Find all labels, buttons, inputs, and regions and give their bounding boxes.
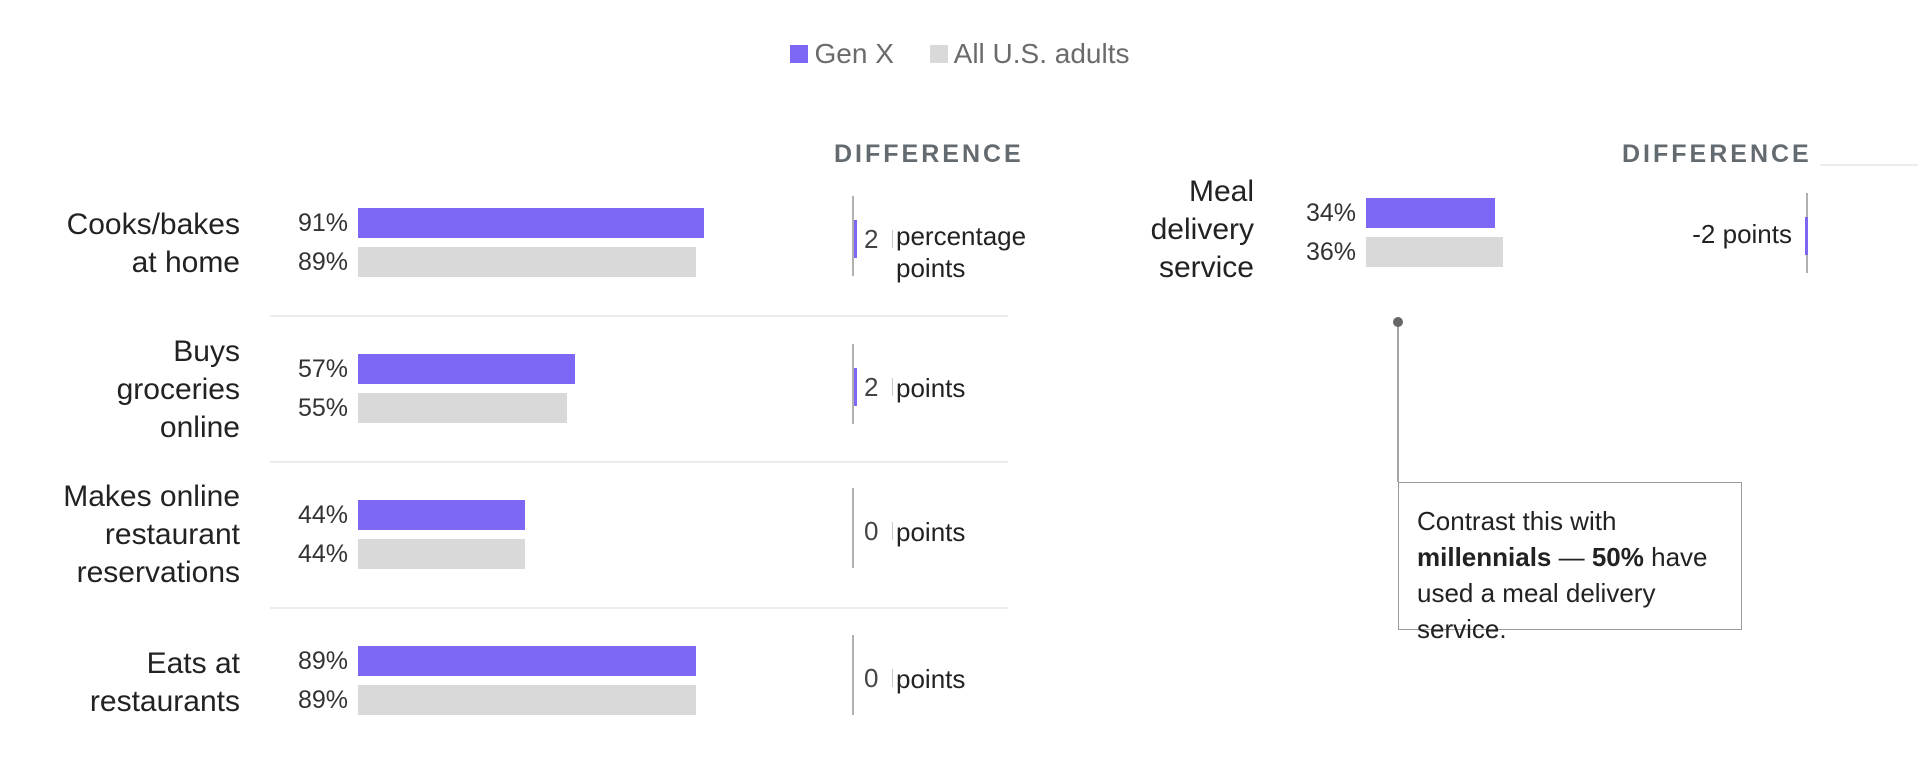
category-label: Eats at restaurants (0, 645, 240, 721)
bar-all-adults (358, 539, 526, 569)
difference-tick (892, 522, 893, 540)
difference-bar (1805, 217, 1808, 255)
annotation-bold-millennials: millennials (1417, 542, 1552, 572)
difference-unit: points (896, 517, 966, 547)
category-label-line: groceries (116, 373, 240, 406)
value-label: 34% (1305, 199, 1356, 227)
category-label: Buys groceries online (0, 333, 240, 447)
category-label-line: Buys (173, 335, 240, 368)
category-label-line: restaurant (104, 518, 240, 551)
row-separator (270, 607, 1008, 609)
difference-axis (852, 344, 854, 424)
bar-gen-x (358, 646, 697, 676)
annotation-callout: Contrast this with millennials — 50% hav… (1398, 482, 1742, 644)
annotation-bold-percent: 50% (1591, 542, 1644, 572)
difference-axis (852, 635, 854, 715)
header-rule-right (1820, 164, 1918, 166)
annotation-text-3: have used a meal delivery service. (1417, 542, 1708, 644)
category-label-line: Makes online (63, 480, 240, 513)
value-label: 36% (1305, 238, 1356, 266)
legend-swatch-all-adults (929, 45, 948, 63)
bar-all-adults (358, 247, 697, 277)
category-label-line: at home (131, 246, 240, 279)
value-label: 57% (297, 355, 348, 383)
difference-label: -2 points (1692, 219, 1792, 249)
legend: Gen X All U.S. adults (0, 38, 1920, 70)
category-label-line: delivery (1150, 213, 1254, 246)
difference-tick (892, 669, 893, 687)
category-label-line: reservations (76, 556, 240, 589)
category-label-line: restaurants (89, 685, 240, 718)
category-label-line: Meal (1188, 175, 1254, 208)
category-label-line: Cooks/bakes (66, 208, 240, 241)
difference-bar (854, 368, 857, 406)
category-label: Cooks/bakes at home (0, 206, 240, 282)
difference-axis (852, 196, 854, 276)
category-label-line: online (159, 411, 240, 444)
value-label: 89% (297, 647, 348, 675)
difference-tick (892, 230, 893, 248)
difference-header-left: DIFFERENCE (834, 140, 1024, 168)
bar-gen-x (358, 208, 704, 238)
difference-value: 0 (864, 516, 879, 546)
row-separator (270, 315, 1008, 317)
difference-bar (854, 220, 857, 258)
difference-tick (892, 378, 893, 396)
category-label: Meal delivery service (954, 173, 1254, 287)
value-label: 44% (297, 501, 348, 529)
legend-label-all-adults: All U.S. adults (953, 38, 1130, 69)
difference-value: 0 (864, 663, 879, 693)
row-separator (270, 461, 1008, 463)
value-label: 55% (297, 394, 348, 422)
bar-gen-x (1366, 198, 1496, 228)
value-label: 89% (297, 248, 348, 276)
value-label: 44% (297, 540, 348, 568)
difference-header-right: DIFFERENCE (1622, 140, 1812, 168)
category-label: Makes online restaurant reservations (0, 478, 240, 592)
value-label: 89% (297, 686, 348, 714)
difference-unit: percentage points (896, 221, 1027, 283)
bar-gen-x (358, 500, 526, 530)
difference-axis (852, 488, 854, 568)
category-label-line: Eats at (146, 647, 240, 680)
value-label: 91% (297, 209, 348, 237)
legend-item-all-adults: All U.S. adults (929, 38, 1130, 70)
annotation-text-2: — (1551, 542, 1592, 572)
difference-value: 2 (864, 224, 879, 254)
legend-label-gen-x: Gen X (814, 38, 894, 69)
bar-all-adults (1366, 237, 1503, 267)
bar-gen-x (358, 354, 575, 384)
category-label-line: service (1158, 251, 1254, 284)
difference-unit: points (896, 373, 966, 403)
bar-all-adults (358, 393, 567, 423)
legend-item-gen-x: Gen X (790, 38, 894, 70)
difference-value: 2 (864, 372, 879, 402)
bar-all-adults (358, 685, 697, 715)
annotation-dot (1393, 317, 1403, 327)
annotation-text-1: Contrast this with (1417, 506, 1617, 536)
legend-swatch-gen-x (790, 45, 809, 63)
difference-unit: points (896, 664, 966, 694)
